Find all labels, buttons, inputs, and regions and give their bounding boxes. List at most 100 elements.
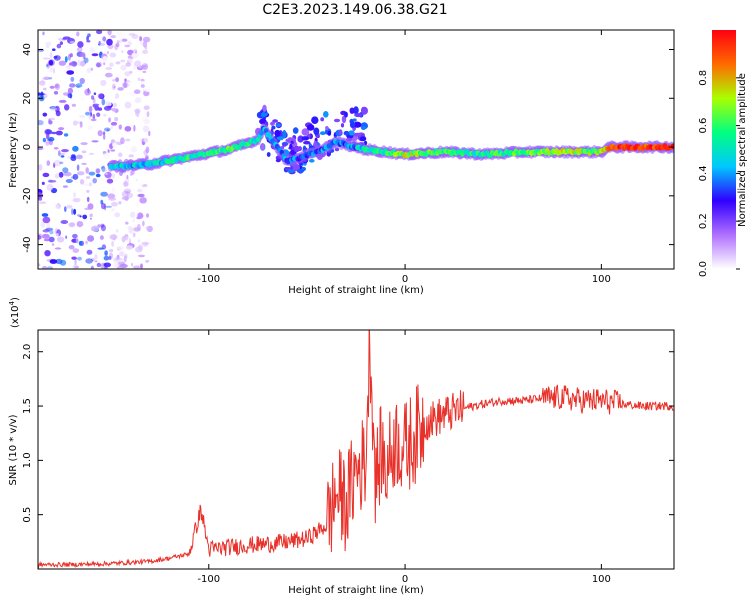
spectrogram-branch-cell xyxy=(348,130,355,136)
x-tick-label: 0 xyxy=(402,574,408,585)
spectrogram-noise-cell xyxy=(142,220,145,227)
spectrogram-noise-cell xyxy=(68,245,75,250)
spectrogram-noise-cell xyxy=(98,40,101,46)
spectrogram-noise-cell xyxy=(142,41,148,48)
spectrogram-branch-cell xyxy=(360,126,367,130)
colorbar-label: Normalized spectral amplitude xyxy=(737,73,748,227)
spectrogram-noise-cell xyxy=(79,121,83,128)
spectrogram-noise-cell xyxy=(145,226,151,230)
spectrogram-noise-cell xyxy=(44,250,51,257)
spectrogram-noise-cell xyxy=(79,104,84,109)
spectrogram-noise-cell xyxy=(75,238,79,244)
spectrogram-noise-cell xyxy=(104,72,113,78)
spectrogram-noise-cell xyxy=(87,125,94,130)
spectrogram-noise-cell xyxy=(72,173,79,180)
spectrogram-noise-cell xyxy=(142,125,150,133)
spectrogram-noise-cell xyxy=(143,86,152,93)
spectrogram-noise-cell xyxy=(105,172,108,176)
spectrogram-noise-cell xyxy=(106,38,113,46)
spectrogram-noise-cell xyxy=(52,48,56,51)
spectrogram-noise-cell xyxy=(97,107,103,111)
spectrogram-noise-cell xyxy=(43,87,47,91)
spectrogram-noise-cell xyxy=(58,37,64,41)
spectrogram-branch-cell xyxy=(344,111,348,118)
spectrogram-noise-cell xyxy=(100,79,107,87)
spectrogram-noise-cell xyxy=(40,221,46,228)
spectrogram-noise-cell xyxy=(76,31,80,37)
spectrogram-branch-cell xyxy=(285,138,291,143)
spectrogram-noise-cell xyxy=(96,112,101,117)
spectrogram-noise-cell xyxy=(133,187,136,194)
x-tick-label: 100 xyxy=(592,574,611,585)
spectrogram-noise-cell xyxy=(135,113,139,117)
spectrogram-noise-cell xyxy=(112,79,115,82)
spectrogram-noise-cell xyxy=(129,173,133,176)
spectrogram-noise-cell xyxy=(55,258,63,265)
spectrogram-noise-cell xyxy=(88,105,93,113)
spectrogram-noise-cell xyxy=(131,34,139,39)
spectrogram-noise-cell xyxy=(108,252,114,259)
spectrogram-noise-cell xyxy=(134,60,142,67)
spectrogram-noise-cell xyxy=(124,44,131,48)
spectrogram-noise-cell xyxy=(72,197,81,203)
spectrogram-noise-cell xyxy=(62,185,68,188)
spectrogram-noise-cell xyxy=(92,178,97,184)
spectrogram-branch-cell xyxy=(261,112,267,118)
spectrogram-noise-cell xyxy=(143,105,150,111)
spectrogram-noise-cell xyxy=(148,130,151,137)
spectrogram-noise-cell xyxy=(110,121,118,126)
spectrogram-noise-cell xyxy=(107,105,111,109)
spectrogram-noise-cell xyxy=(108,249,114,253)
colorbar: 0.0 0.2 0.4 0.6 0.8 Normalized spectral ampl… xyxy=(698,30,748,277)
spectrogram-noise-cell xyxy=(71,103,76,107)
spectrogram-noise-cell xyxy=(122,82,129,89)
spectrogram-noise-cell xyxy=(73,192,76,198)
spectrogram-noise-cell xyxy=(53,162,56,168)
spectrogram-noise-cell xyxy=(92,103,100,107)
spectrogram-noise-cell xyxy=(47,138,53,142)
spectrogram-branch-cell xyxy=(297,146,302,152)
spectrogram-noise-cell xyxy=(43,93,48,99)
spectrogram-noise-cell xyxy=(98,93,105,100)
spectrogram-branch-cell xyxy=(290,140,294,144)
spectrogram-noise-cell xyxy=(41,181,45,185)
spectrogram-noise-cell xyxy=(125,221,129,225)
spectrogram-noise-cell xyxy=(133,124,136,132)
spectrogram-branch-cell xyxy=(359,136,367,142)
spectrogram-noise-cell xyxy=(128,227,134,234)
spectrogram-noise-cell xyxy=(138,244,143,251)
spectrogram-noise-cell xyxy=(123,188,132,194)
spectrogram-noise-cell xyxy=(38,263,41,267)
spectrogram-branch-cell xyxy=(343,130,350,136)
colorbar-ticks: 0.0 0.2 0.4 0.6 0.8 xyxy=(698,70,740,277)
spectrogram-noise-cell xyxy=(42,265,48,269)
spectrogram-noise-cell xyxy=(56,236,65,243)
spectrogram-noise-cell xyxy=(49,51,53,59)
spectrogram-noise-cell xyxy=(38,164,43,171)
spectrogram-noise-cell xyxy=(116,40,120,44)
y-tick-label: 2.0 xyxy=(22,344,33,360)
spectrogram-noise-cell xyxy=(38,92,41,96)
spectrogram-noise-cell xyxy=(105,205,113,208)
spectrogram-noise-cell xyxy=(89,217,92,220)
spectrogram-noise-cell xyxy=(124,78,127,83)
spectrogram-branch-cell xyxy=(279,136,284,141)
spectrogram-noise-cell xyxy=(42,57,51,60)
spectrogram-noise-cell xyxy=(48,236,55,243)
snr-series-line xyxy=(38,330,674,569)
spectrogram-noise-cell xyxy=(121,236,126,243)
spectrogram-noise-cell xyxy=(49,117,55,121)
spectrogram-noise-cell xyxy=(46,64,49,67)
spectrogram-noise-cell xyxy=(97,93,104,99)
spectrogram-noise-cell xyxy=(119,251,125,257)
spectrogram-noise-cell xyxy=(76,164,80,171)
spectrogram-noise-cell xyxy=(84,88,91,96)
spectrogram-noise-cell xyxy=(108,255,112,261)
spectrogram-noise-cell xyxy=(43,76,50,81)
snr-x-ticks: -100 0 100 xyxy=(197,330,611,585)
spectrogram-noise-cell xyxy=(128,154,135,158)
spectrogram-branch-cell xyxy=(354,113,363,118)
spectrogram-noise-cell xyxy=(91,53,99,57)
spectrogram-branch-cell xyxy=(292,127,299,134)
spectrogram-noise-cell xyxy=(66,65,72,69)
